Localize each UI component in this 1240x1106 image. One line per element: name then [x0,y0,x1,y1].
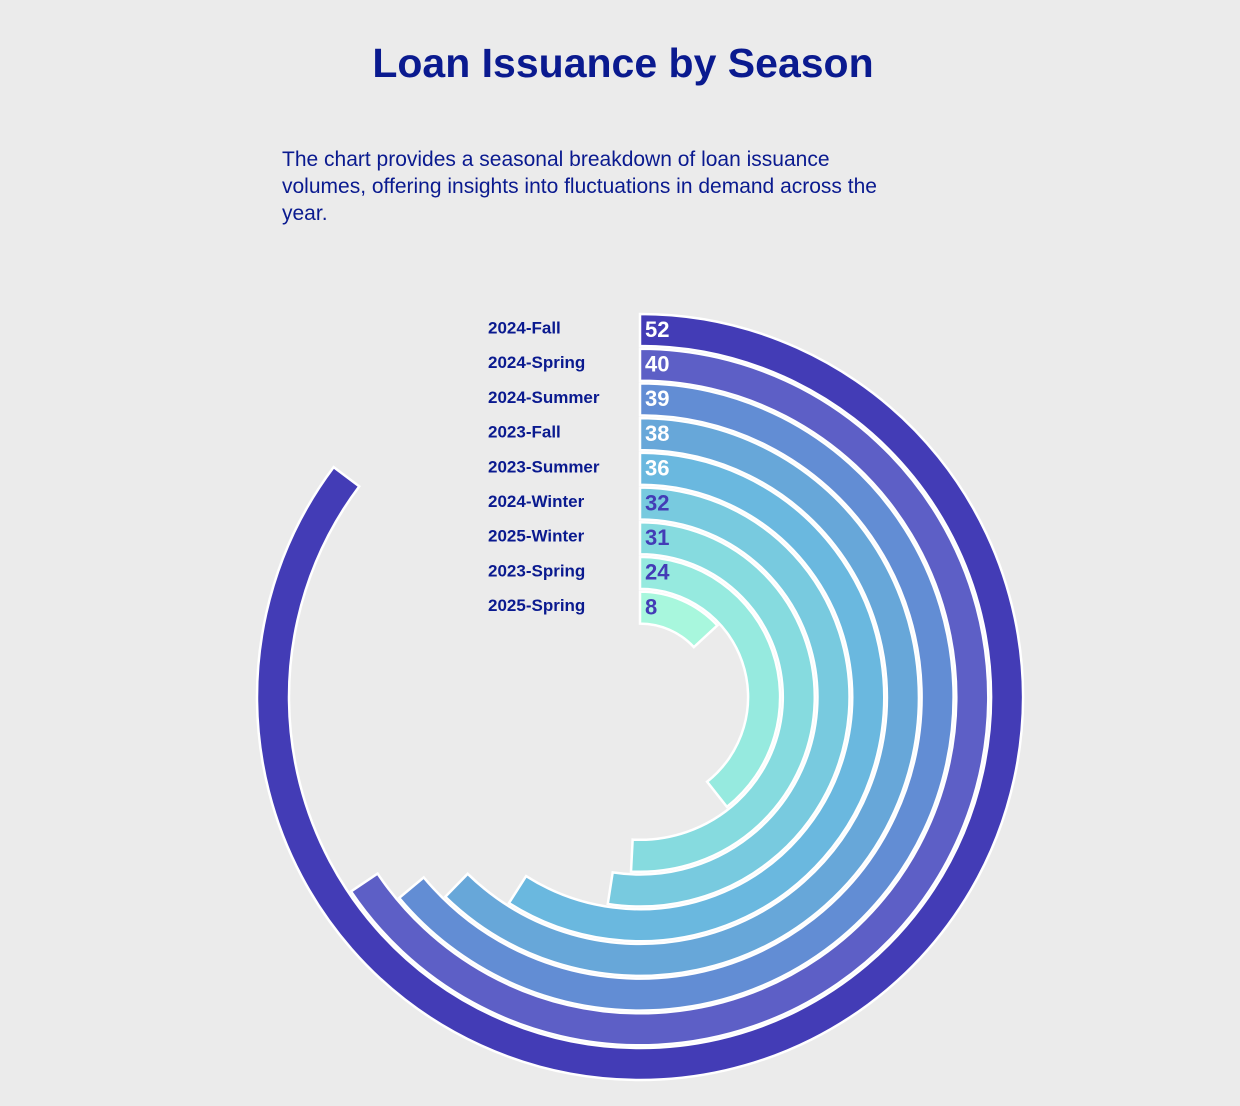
chart-subtitle-line-3: year. [282,202,328,225]
bar-2023-summer [507,451,886,943]
category-label-2023-spring: 2023-Spring [488,561,585,580]
value-label-2024-spring: 40 [645,352,669,377]
bar-2025-spring [638,590,720,649]
value-label-2024-winter: 32 [645,490,669,515]
value-label-2023-fall: 38 [645,421,669,446]
bar-2025-winter [629,520,817,874]
category-label-2025-winter: 2025-Winter [488,527,585,546]
bar-2024-fall [255,312,1025,1082]
value-label-2024-summer: 39 [645,386,669,411]
category-label-2023-summer: 2023-Summer [488,457,600,476]
category-label-2024-fall: 2024-Fall [488,318,561,337]
value-label-2025-winter: 31 [645,525,669,550]
value-label-2025-spring: 8 [645,594,657,619]
value-label-2024-fall: 52 [645,317,669,342]
chart-title: Loan Issuance by Season [372,40,873,86]
category-label-2025-spring: 2025-Spring [488,596,585,615]
chart-subtitle-line-1: The chart provides a seasonal breakdown … [282,148,830,171]
category-label-2024-winter: 2024-Winter [488,492,585,511]
bar-2023-spring [638,555,782,809]
labels-layer: 2024-Fall 52 2024-Spring 40 2024-Summer 39 202… [488,317,670,620]
category-label-2024-summer: 2024-Summer [488,388,600,407]
bar-2024-summer [397,382,955,1012]
category-label-2024-spring: 2024-Spring [488,353,585,372]
value-label-2023-spring: 24 [645,560,670,585]
chart-subtitle-line-2: volumes, offering insights into fluctuat… [282,175,877,198]
bar-2024-spring [349,347,990,1047]
bar-2023-fall [443,416,921,978]
category-label-2023-fall: 2023-Fall [488,423,561,442]
value-label-2023-summer: 36 [645,456,669,481]
bars-layer [255,312,1025,1082]
bar-2024-winter [606,486,851,908]
